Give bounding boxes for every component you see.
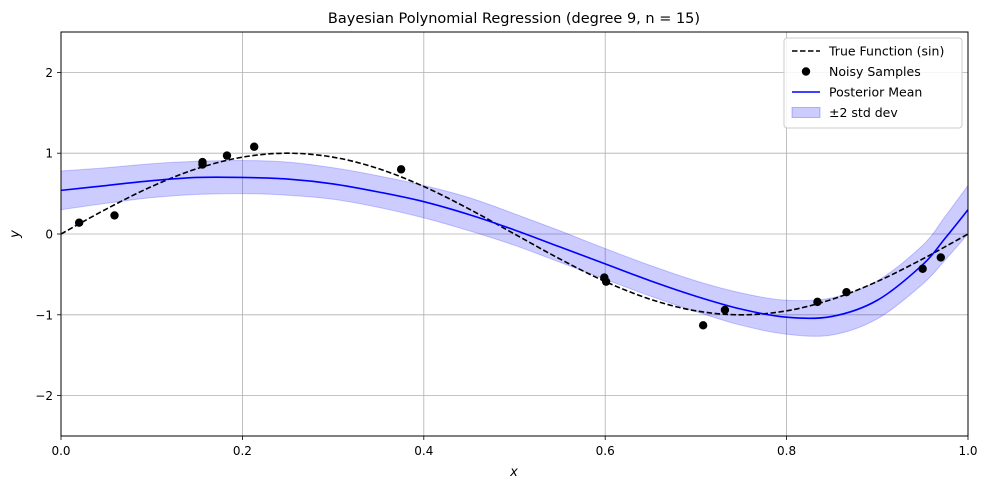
x-tick-label: 0.2 (233, 444, 252, 458)
x-tick-label: 0.6 (596, 444, 615, 458)
sample-point (222, 151, 232, 160)
y-tick-label: 1 (45, 147, 53, 161)
y-tick-label: 0 (45, 228, 53, 242)
legend-item: True Function (sin) (792, 44, 944, 59)
legend-band-icon (791, 107, 821, 118)
x-tick-label: 0.8 (777, 444, 796, 458)
y-tick-label: −1 (35, 308, 53, 322)
sample-point (698, 321, 708, 330)
legend-box (783, 37, 963, 129)
x-tick-label: 0.0 (51, 444, 70, 458)
sample-point (110, 211, 119, 220)
legend: True Function (sin) Noisy Samples Posterio… (783, 37, 963, 129)
x-axis-label: x (509, 465, 518, 480)
sample-point (601, 277, 611, 286)
sample-point (74, 218, 84, 227)
y-axis-label: y (8, 230, 23, 239)
y-tick-label: 2 (45, 66, 53, 80)
sample-points-layer (74, 142, 945, 330)
x-tick-label: 1.0 (958, 444, 977, 458)
legend-label: Noisy Samples (829, 64, 921, 79)
legend-label: ±2 std dev (829, 105, 898, 120)
y-tick-label: −2 (35, 389, 53, 403)
legend-marker-icon (801, 67, 811, 76)
sample-point (720, 305, 730, 315)
legend-label: Posterior Mean (829, 85, 922, 100)
sample-point (918, 264, 927, 273)
x-tick-label: 0.4 (414, 444, 433, 458)
sample-point (842, 287, 851, 297)
std-dev-band-layer (61, 159, 968, 337)
sample-point (813, 297, 822, 307)
legend-item: ±2 std dev (791, 105, 898, 120)
sample-point (198, 160, 207, 169)
axis-ticks: 0.0 0.2 0.4 0.6 0.8 1.0 −2 −1 0 1 2 (35, 66, 977, 458)
legend-item: Noisy Samples (801, 64, 921, 79)
legend-item: Posterior Mean (792, 85, 922, 100)
posterior-mean-line (61, 176, 968, 320)
std-dev-band (61, 159, 968, 337)
sample-point (249, 142, 259, 151)
sample-point (936, 253, 945, 262)
chart-title: Bayesian Polynomial Regression (degree 9… (328, 11, 700, 27)
sample-point (396, 165, 406, 174)
legend-label: True Function (sin) (828, 44, 944, 59)
